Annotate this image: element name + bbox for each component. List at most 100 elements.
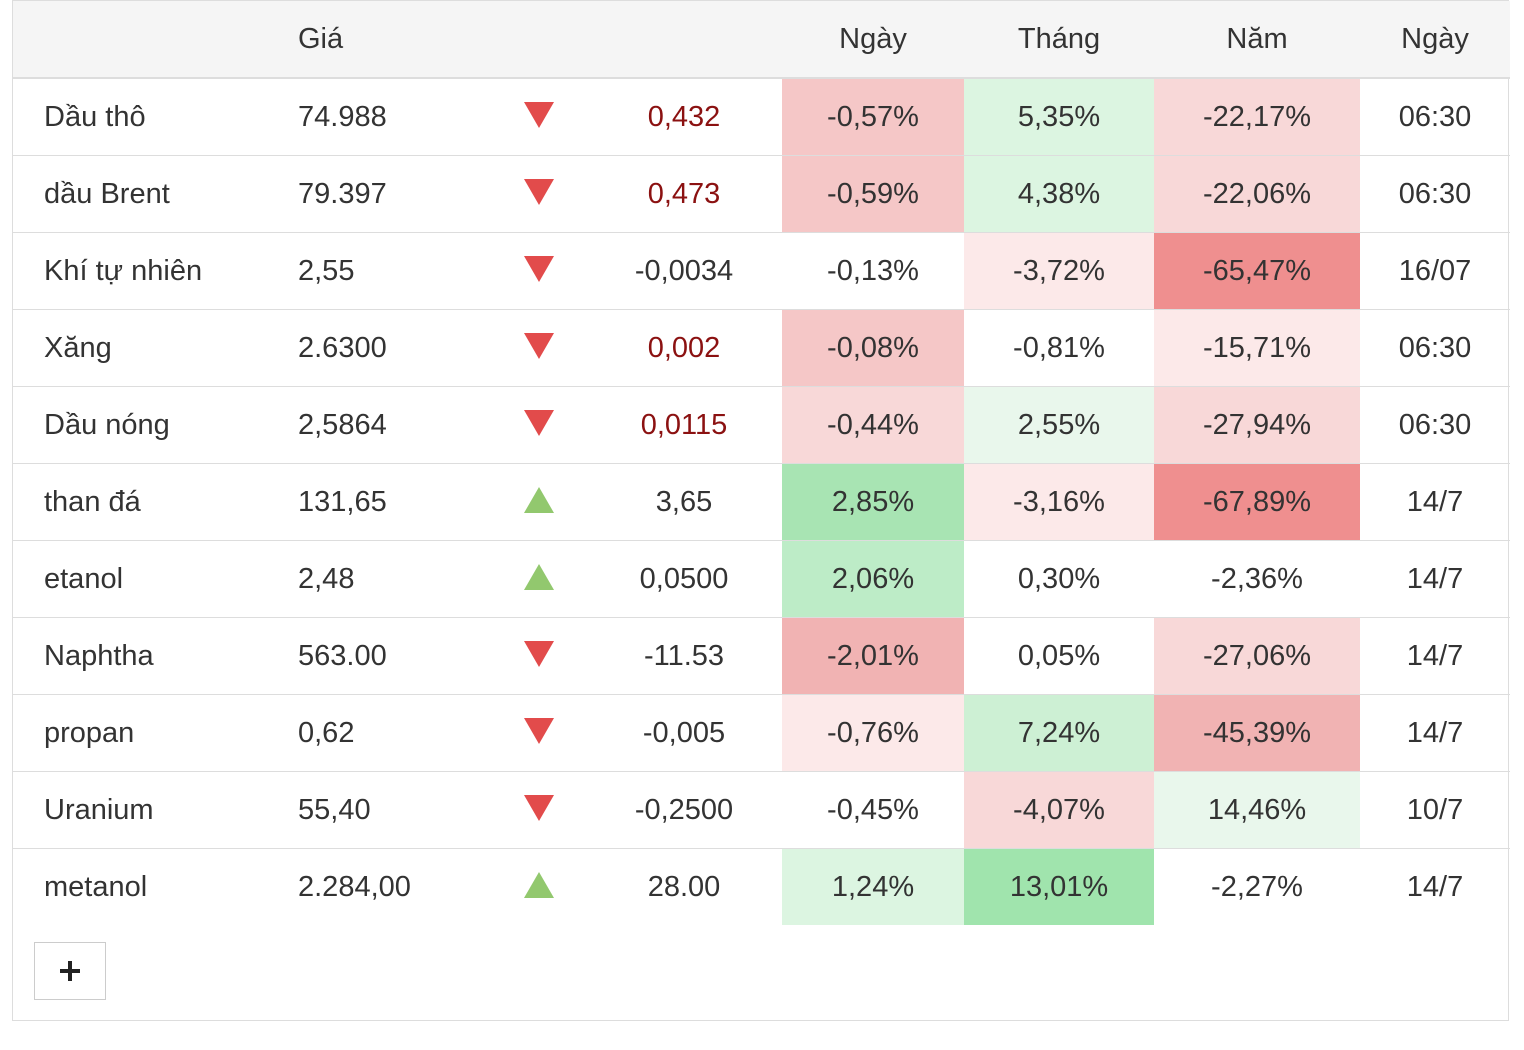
month-pct: -4,07% — [964, 771, 1154, 849]
day-pct: 2,06% — [782, 540, 964, 618]
commodity-name[interactable]: Uranium — [13, 771, 292, 849]
triangle-up-icon — [524, 486, 554, 513]
table-row[interactable]: than đá 131,65 3,65 2,85% -3,16% -67,89% 14/7 — [13, 463, 1510, 541]
day-pct: -0,59% — [782, 155, 964, 233]
header-price[interactable]: Giá — [292, 1, 492, 79]
month-pct: -0,81% — [964, 309, 1154, 387]
table-row[interactable]: Naphtha 563.00 -11.53 -2,01% 0,05% -27,06% 14/… — [13, 617, 1510, 695]
year-pct: -22,17% — [1154, 78, 1360, 156]
day-pct: 2,85% — [782, 463, 964, 541]
header-direction — [492, 1, 586, 79]
direction-cell — [492, 78, 586, 156]
change-value: 0,473 — [586, 155, 782, 233]
month-pct: 0,30% — [964, 540, 1154, 618]
change-value: 3,65 — [586, 463, 782, 541]
day-pct: -0,44% — [782, 386, 964, 464]
table-row[interactable]: Khí tự nhiên 2,55 -0,0034 -0,13% -3,72% -65,4… — [13, 232, 1510, 310]
change-value: 0,002 — [586, 309, 782, 387]
commodities-panel: Giá Ngày Tháng Năm Ngày Dầu thô 74.988 0,4… — [12, 0, 1510, 1021]
day-pct: -0,76% — [782, 694, 964, 772]
commodity-name[interactable]: Xăng — [13, 309, 292, 387]
commodity-name[interactable]: Naphtha — [13, 617, 292, 695]
month-pct: 2,55% — [964, 386, 1154, 464]
direction-cell — [492, 309, 586, 387]
year-pct: -67,89% — [1154, 463, 1360, 541]
table-header-row: Giá Ngày Tháng Năm Ngày — [13, 1, 1510, 79]
change-value: 0,0500 — [586, 540, 782, 618]
header-month-pct[interactable]: Tháng — [964, 1, 1154, 79]
year-pct: -27,94% — [1154, 386, 1360, 464]
triangle-up-icon — [524, 563, 554, 590]
update-date: 14/7 — [1406, 870, 1464, 903]
triangle-down-icon — [524, 640, 554, 667]
price-value: 2,55 — [292, 232, 492, 310]
price-value: 2,5864 — [292, 386, 492, 464]
change-value: -0,0034 — [586, 232, 782, 310]
update-date: 06:30 — [1360, 309, 1510, 387]
day-pct: -2,01% — [782, 617, 964, 695]
commodity-name[interactable]: Khí tự nhiên — [13, 232, 292, 310]
commodity-name[interactable]: dầu Brent — [13, 155, 292, 233]
table-row[interactable]: dầu Brent 79.397 0,473 -0,59% 4,38% -22,06% 06… — [13, 155, 1510, 233]
triangle-down-icon — [524, 255, 554, 282]
year-pct: -2,36% — [1154, 540, 1360, 618]
price-value: 131,65 — [292, 463, 492, 541]
direction-cell — [492, 694, 586, 772]
table-row[interactable]: etanol 2,48 0,0500 2,06% 0,30% -2,36% 14/7 — [13, 540, 1510, 618]
year-pct: -45,39% — [1154, 694, 1360, 772]
header-date[interactable]: Ngày — [1360, 1, 1510, 79]
day-pct: 1,24% — [782, 848, 964, 925]
commodity-name[interactable]: etanol — [13, 540, 292, 618]
direction-cell — [492, 463, 586, 541]
update-date: 06:30 — [1360, 386, 1510, 464]
month-pct: 5,35% — [964, 78, 1154, 156]
day-pct: -0,13% — [782, 232, 964, 310]
commodity-name[interactable]: Dầu nóng — [13, 386, 292, 464]
direction-cell — [492, 155, 586, 233]
table-row[interactable]: Xăng 2.6300 0,002 -0,08% -0,81% -15,71% 06:30 — [13, 309, 1510, 387]
direction-cell — [492, 849, 586, 926]
month-pct: 0,05% — [964, 617, 1154, 695]
triangle-down-icon — [524, 178, 554, 205]
header-change — [586, 1, 782, 79]
direction-cell — [492, 540, 586, 618]
year-pct: -15,71% — [1154, 309, 1360, 387]
commodity-name[interactable]: propan — [13, 694, 292, 772]
price-value: 79.397 — [292, 155, 492, 233]
triangle-down-icon — [524, 409, 554, 436]
price-value: 2.6300 — [292, 309, 492, 387]
triangle-down-icon — [524, 332, 554, 359]
month-pct: 4,38% — [964, 155, 1154, 233]
day-pct: -0,45% — [782, 771, 964, 849]
update-date: 06:30 — [1360, 78, 1510, 156]
update-date: 10/7 — [1360, 771, 1510, 849]
table-row[interactable]: Uranium 55,40 -0,2500 -0,45% -4,07% 14,46% 10/… — [13, 771, 1510, 849]
update-date: 14/7 — [1360, 694, 1510, 772]
table-row[interactable]: Dầu thô 74.988 0,432 -0,57% 5,35% -22,17% 06:3… — [13, 78, 1510, 156]
price-value: 563.00 — [292, 617, 492, 695]
commodities-table: Giá Ngày Tháng Năm Ngày Dầu thô 74.988 0,4… — [13, 1, 1510, 925]
commodity-name[interactable]: metanol — [44, 870, 148, 903]
commodity-name[interactable]: Dầu thô — [13, 78, 292, 156]
update-date: 06:30 — [1360, 155, 1510, 233]
triangle-down-icon — [524, 717, 554, 744]
direction-cell — [492, 232, 586, 310]
commodity-name[interactable]: than đá — [13, 463, 292, 541]
triangle-down-icon — [524, 101, 554, 128]
table-row[interactable]: propan 0,62 -0,005 -0,76% 7,24% -45,39% 14/7 — [13, 694, 1510, 772]
year-pct: -22,06% — [1154, 155, 1360, 233]
month-pct: 13,01% — [964, 848, 1154, 925]
month-pct: -3,16% — [964, 463, 1154, 541]
change-value: 28.00 — [647, 870, 721, 903]
table-row[interactable]: metanol 2.284,00 28.00 1,24% 13,01% -2,27% 14/… — [13, 848, 1510, 926]
day-pct: -0,57% — [782, 78, 964, 156]
add-row-button[interactable] — [34, 942, 106, 1000]
price-value: 2.284,00 — [298, 870, 411, 903]
direction-cell — [492, 617, 586, 695]
header-day-pct[interactable]: Ngày — [782, 1, 964, 79]
change-value: -11.53 — [586, 617, 782, 695]
table-row[interactable]: Dầu nóng 2,5864 0,0115 -0,44% 2,55% -27,94% 06… — [13, 386, 1510, 464]
direction-cell — [492, 771, 586, 849]
change-value: 0,432 — [586, 78, 782, 156]
header-year-pct[interactable]: Năm — [1154, 1, 1360, 79]
